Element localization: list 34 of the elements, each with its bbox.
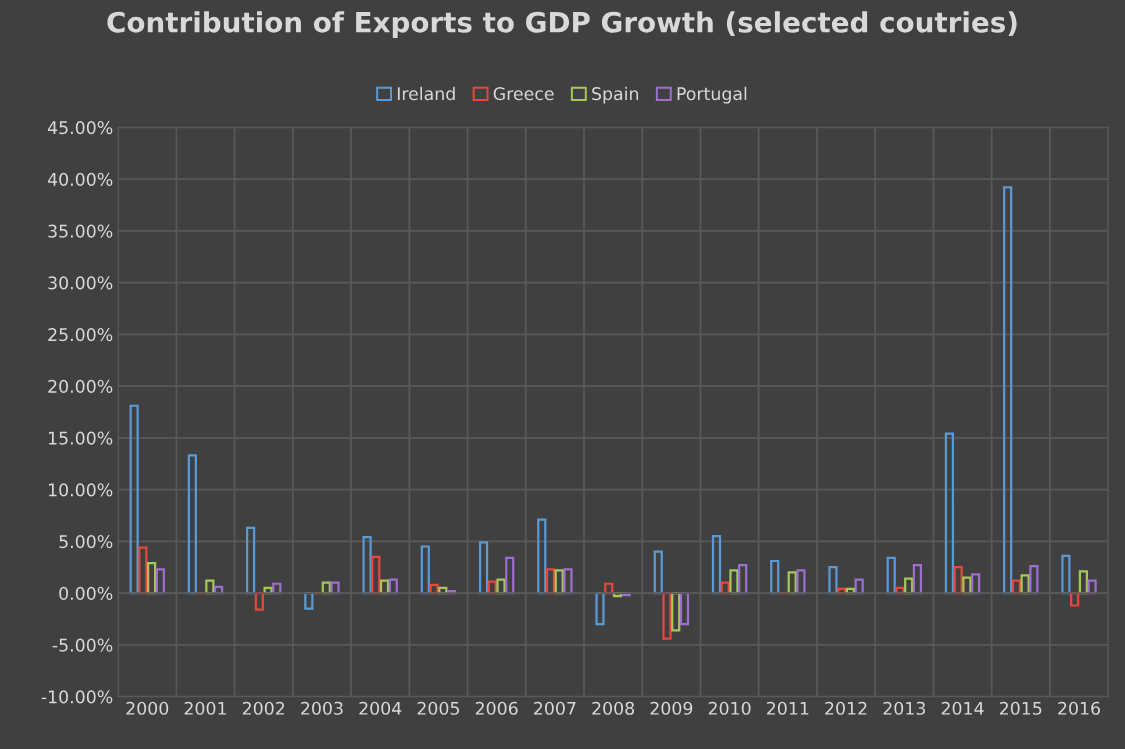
x-tick-label: 2008 bbox=[592, 701, 635, 715]
y-tick-label: 10.00% bbox=[48, 483, 113, 497]
x-tick-label: 2015 bbox=[999, 701, 1042, 715]
x-tick-label: 2001 bbox=[184, 701, 226, 715]
legend-label: Portugal bbox=[677, 86, 747, 104]
x-tick-label: 2010 bbox=[708, 701, 751, 715]
y-tick-label: 5.00% bbox=[59, 535, 113, 549]
y-tick-label: 25.00% bbox=[48, 328, 113, 342]
y-tick-label: 45.00% bbox=[47, 121, 113, 135]
x-tick-label: 2002 bbox=[242, 701, 285, 715]
x-tick-label: 2003 bbox=[301, 701, 343, 715]
y-tick-label: -10.00% bbox=[41, 690, 113, 704]
x-tick-label: 2004 bbox=[359, 701, 402, 715]
y-tick-label: 0.00% bbox=[59, 586, 113, 600]
y-tick-label: 20.00% bbox=[48, 379, 113, 393]
x-tick-label: 2000 bbox=[126, 701, 169, 715]
x-tick-label: 2011 bbox=[767, 701, 809, 715]
x-tick-label: 2005 bbox=[417, 701, 459, 715]
x-tick-label: 2007 bbox=[534, 701, 576, 715]
y-tick-label: 15.00% bbox=[48, 431, 113, 445]
y-tick-label: 40.00% bbox=[47, 172, 113, 186]
x-tick-label: 2006 bbox=[475, 701, 518, 715]
legend-label: Spain bbox=[592, 86, 639, 104]
y-tick-label: 35.00% bbox=[48, 224, 113, 238]
x-tick-label: 2009 bbox=[650, 701, 693, 715]
x-tick-label: 2016 bbox=[1058, 701, 1101, 715]
legend-label: Ireland bbox=[397, 86, 455, 101]
legend-label: Greece bbox=[493, 87, 554, 101]
y-tick-label: -5.00% bbox=[52, 638, 113, 652]
chart-title: Contribution of Exports to GDP Growth (selected coutries) bbox=[107, 11, 1017, 39]
y-tick-label: 30.00% bbox=[48, 276, 113, 290]
x-tick-label: 2012 bbox=[825, 701, 867, 715]
x-tick-label: 2013 bbox=[883, 701, 925, 715]
x-tick-label: 2014 bbox=[941, 701, 984, 715]
